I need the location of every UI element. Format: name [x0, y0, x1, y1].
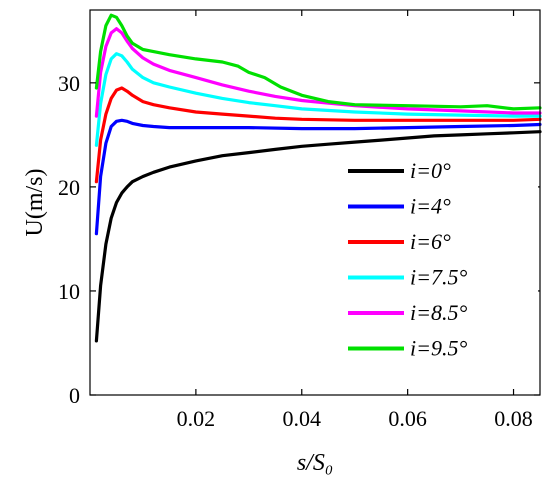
legend-label-0: i=0°	[410, 158, 451, 183]
legend: i=0° i=4° i=6° i=7.5° i=8.5° i=9.5°	[336, 152, 538, 374]
y-tick-label: 20	[58, 175, 80, 200]
x-tick-label: 0.04	[283, 406, 322, 431]
y-axis-label: U(m/s)	[22, 169, 48, 237]
axes: 0.02 0.04 0.06 0.08 0 10 20 30	[58, 9, 541, 431]
legend-label-2: i=6°	[410, 229, 451, 254]
axes-box	[89, 9, 541, 396]
x-tick-label: 0.06	[388, 406, 427, 431]
legend-label-1: i=4°	[410, 194, 451, 219]
series-line-0	[94, 130, 542, 343]
series-line-4	[94, 27, 542, 118]
legend-background	[336, 152, 538, 374]
series-line-3	[94, 52, 542, 147]
x-tick-label: 0.02	[177, 406, 216, 431]
series-line-1	[94, 118, 542, 236]
legend-label-3: i=7.5°	[410, 265, 467, 290]
plot-area	[94, 13, 542, 343]
y-tick-label: 30	[58, 71, 80, 96]
legend-label-5: i=9.5°	[410, 336, 467, 361]
x-tick-label: 0.08	[494, 406, 533, 431]
legend-label-4: i=8.5°	[410, 300, 467, 325]
series-line-5	[94, 13, 542, 111]
y-tick-label: 10	[58, 279, 80, 304]
y-tick-label: 0	[69, 383, 80, 408]
series-line-2	[94, 86, 542, 184]
x-axis-label: s/S₀	[297, 450, 333, 476]
